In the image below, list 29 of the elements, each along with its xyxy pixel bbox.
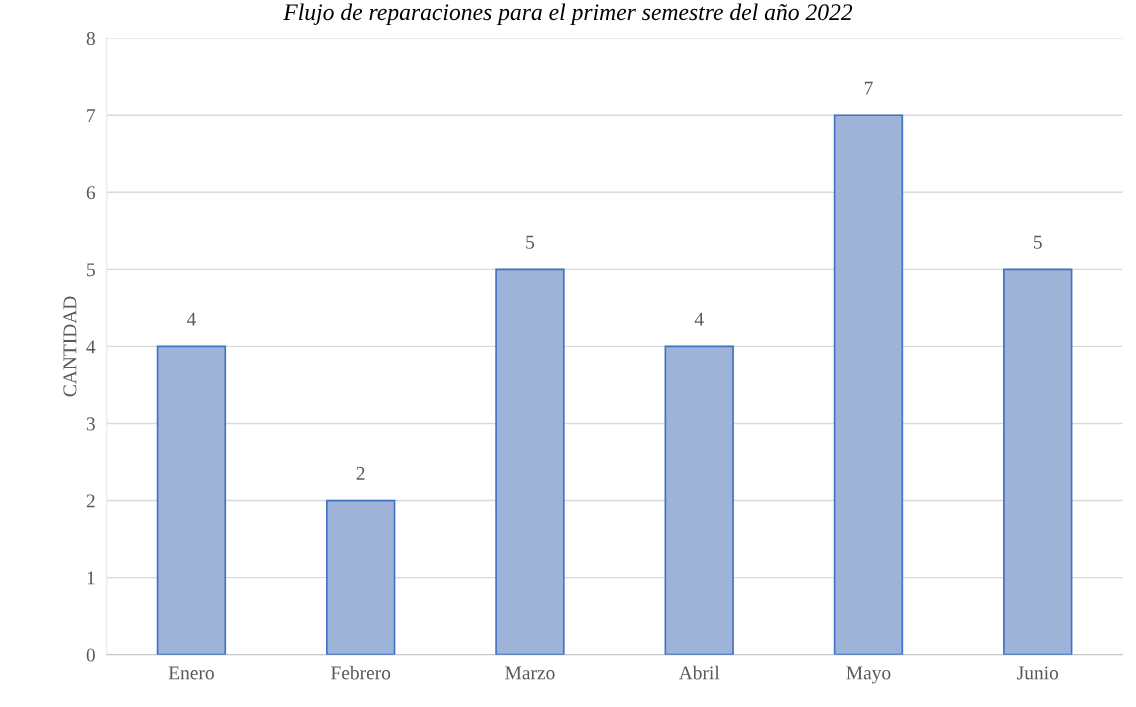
x-tick-label: Mayo xyxy=(846,666,891,684)
data-label: 4 xyxy=(186,312,196,326)
bar xyxy=(1003,268,1073,655)
x-tick-label: Enero xyxy=(168,666,214,680)
y-tick-label: 0 xyxy=(86,648,95,662)
y-tick-label: 4 xyxy=(86,340,96,354)
bar xyxy=(325,499,396,655)
y-tick-label: 6 xyxy=(86,186,96,200)
data-label: 2 xyxy=(356,466,365,480)
bar xyxy=(156,345,227,655)
y-tick-label: 7 xyxy=(87,109,96,122)
chart-title: Flujo de reparaciones para el primer semestre del año 2022 xyxy=(283,3,853,25)
x-tick-label: Marzo xyxy=(505,666,555,680)
y-axis-title: CANTIDAD xyxy=(63,296,77,397)
y-tick-label: 1 xyxy=(87,571,95,585)
y-tick-label: 3 xyxy=(86,417,95,431)
bar xyxy=(495,268,565,655)
x-tick-label: Abril xyxy=(678,665,720,680)
data-label: 5 xyxy=(1034,235,1042,249)
data-label: 7 xyxy=(864,81,873,95)
y-tick-label: 2 xyxy=(86,494,95,508)
bar xyxy=(664,345,734,655)
x-tick-label: Febrero xyxy=(331,665,391,680)
y-tick-label: 5 xyxy=(87,263,95,277)
x-tick-label: Junio xyxy=(1017,666,1059,680)
data-label: 5 xyxy=(526,235,535,249)
bar xyxy=(833,114,904,655)
y-tick-label: 8 xyxy=(86,31,95,46)
data-label: 4 xyxy=(694,312,704,326)
